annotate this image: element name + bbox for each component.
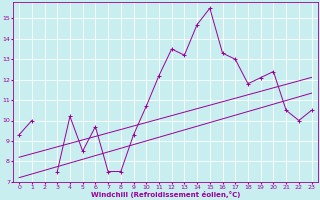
X-axis label: Windchill (Refroidissement éolien,°C): Windchill (Refroidissement éolien,°C)	[91, 191, 240, 198]
